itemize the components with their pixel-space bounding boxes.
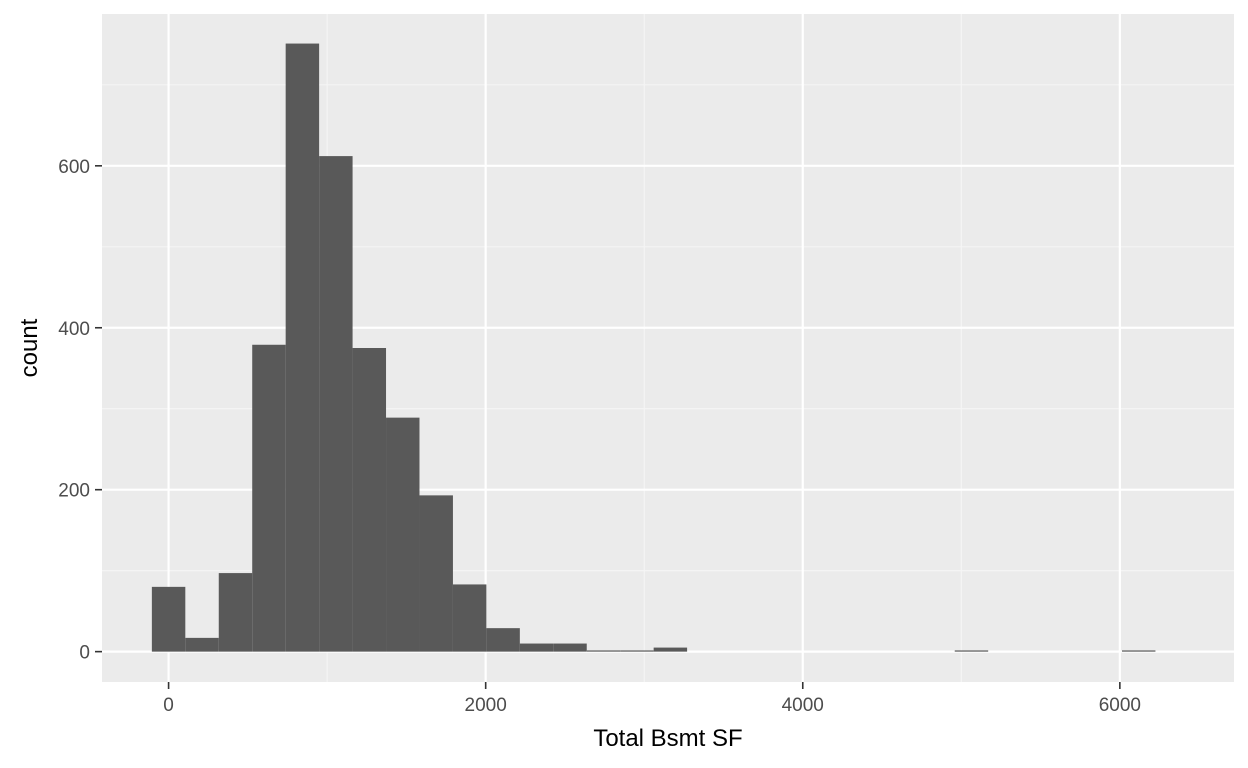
- histogram-bar: [620, 650, 654, 652]
- histogram-bar: [519, 643, 554, 652]
- histogram-bar: [553, 643, 587, 652]
- y-axis-ticks: 0 200 400 600: [58, 157, 102, 664]
- histogram-bars: [151, 43, 1156, 652]
- histogram-bar: [218, 573, 253, 652]
- major-gridlines: [102, 14, 1234, 682]
- x-tick-label: 2000: [465, 695, 507, 716]
- y-tick-label: 400: [58, 319, 90, 340]
- x-tick-label: 0: [163, 695, 174, 716]
- histogram-bar: [352, 348, 387, 652]
- x-tick-label: 6000: [1099, 695, 1141, 716]
- histogram-bar: [452, 584, 487, 652]
- histogram-bar: [653, 647, 688, 652]
- histogram-bar: [151, 586, 186, 652]
- y-tick-label: 200: [58, 481, 90, 502]
- histogram-bar: [1121, 650, 1156, 652]
- x-axis-ticks: 0 2000 4000 6000: [163, 682, 1141, 716]
- histogram-bar: [319, 156, 353, 652]
- x-tick-label: 4000: [782, 695, 824, 716]
- histogram-bar: [185, 637, 219, 652]
- histogram-bar: [586, 650, 621, 652]
- histogram-bar: [419, 495, 453, 652]
- histogram-bar: [486, 628, 520, 652]
- x-axis-title: Total Bsmt SF: [593, 725, 742, 752]
- y-tick-label: 0: [79, 643, 90, 664]
- y-axis-title: count: [16, 318, 43, 377]
- histogram-bar: [285, 43, 320, 652]
- histogram-bar: [252, 344, 286, 652]
- y-tick-label: 600: [58, 157, 90, 178]
- histogram-bar: [954, 650, 989, 652]
- histogram-bar: [386, 417, 420, 652]
